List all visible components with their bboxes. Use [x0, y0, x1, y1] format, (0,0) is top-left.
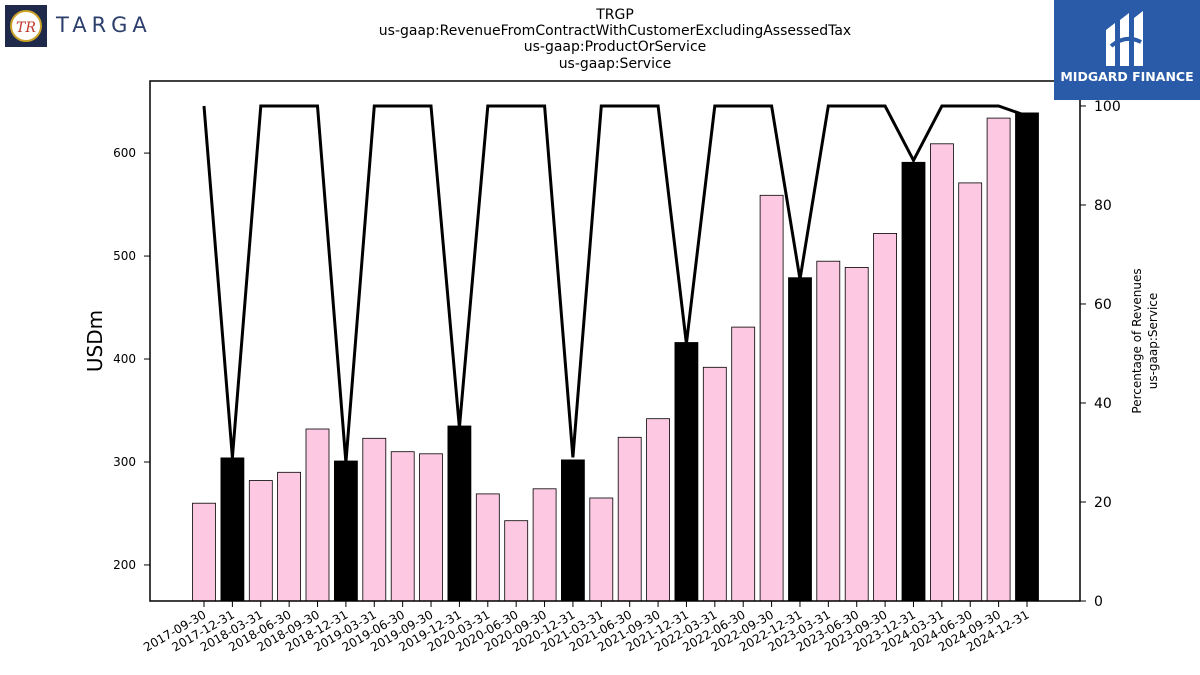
y-tick-label: 200 [113, 558, 136, 572]
bar-2018-06-30 [277, 471, 302, 602]
targa-monogram-icon: TR [5, 5, 47, 47]
targa-wordmark: TARGA [56, 13, 152, 37]
chart-title-line-4: us-gaap:Service [558, 56, 672, 72]
bar-2024-03-31 [930, 143, 954, 602]
chart-title-line-3: us-gaap:ProductOrService [523, 39, 707, 55]
plot-frame [149, 80, 1081, 602]
bar-2018-12-31 [333, 460, 358, 602]
bar-2021-03-31 [589, 497, 614, 602]
y-tick-label: 500 [113, 249, 136, 263]
midgard-emblem-icon [1106, 11, 1143, 66]
y-tick-label: 600 [113, 146, 136, 160]
bar-2018-09-30 [305, 428, 330, 602]
bar-2017-09-30 [192, 502, 216, 602]
y-tick-label: 400 [113, 352, 136, 366]
y2-axis-ticks: 0 20 40 60 80 100 [1080, 99, 1121, 610]
y2-axis-label-line1: Percentage of Revenues [1130, 268, 1144, 413]
percentage-line [202, 104, 1028, 463]
bar-2022-09-30 [759, 194, 784, 602]
bar-2020-03-31 [475, 493, 500, 602]
bar-2019-06-30 [390, 451, 415, 602]
bar-2023-12-31 [901, 161, 926, 602]
targa-logo: TR TARGA [5, 5, 165, 47]
y-axis-label: USDm [83, 310, 107, 372]
targa-monogram-text: TR [16, 20, 36, 36]
chart-title-line-1: TRGP [596, 7, 634, 23]
midgard-wordmark: MIDGARD FINANCE [1060, 69, 1194, 84]
bar-2023-09-30 [873, 232, 897, 602]
bar-2022-03-31 [702, 366, 727, 602]
bar-2022-06-30 [731, 326, 756, 602]
bar-2023-03-31 [816, 260, 841, 602]
bar-2024-12-31 [1015, 112, 1039, 602]
bar-2017-12-31 [220, 457, 245, 602]
bar-2024-06-30 [958, 182, 983, 602]
chart-title-line-2: us-gaap:RevenueFromContractWithCustomerE… [378, 23, 852, 39]
y2-tick-label: 0 [1094, 594, 1103, 610]
y2-tick-label: 40 [1094, 396, 1112, 412]
y2-tick-label: 60 [1094, 297, 1112, 313]
bar-2021-12-31 [674, 342, 699, 602]
midgard-finance-logo: MIDGARD FINANCE [1054, 0, 1200, 100]
bar-2020-09-30 [532, 488, 557, 602]
y2-tick-label: 100 [1094, 99, 1121, 115]
bar-2022-12-31 [788, 277, 812, 602]
bar-2021-09-30 [646, 418, 670, 602]
bar-2019-09-30 [419, 453, 443, 602]
y-tick-label: 300 [113, 455, 136, 469]
bar-2024-09-30 [986, 117, 1011, 602]
y2-tick-label: 20 [1094, 495, 1112, 511]
bar-2020-12-31 [561, 459, 585, 602]
y-axis-ticks: 200 300 400 500 600 [113, 146, 150, 572]
bar-2019-12-31 [447, 425, 472, 602]
bars-layer [192, 112, 1039, 602]
bar-2023-06-30 [844, 266, 869, 602]
bar-2019-03-31 [362, 437, 387, 602]
x-axis-ticks: 2017-09-302017-12-312018-03-312018-06-30… [141, 601, 1032, 654]
bar-2020-06-30 [504, 520, 529, 602]
y2-axis-label-line2: us-gaap:Service [1146, 293, 1160, 390]
bar-2018-03-31 [248, 480, 273, 602]
bar-2021-06-30 [617, 436, 642, 602]
y2-tick-label: 80 [1094, 198, 1112, 214]
